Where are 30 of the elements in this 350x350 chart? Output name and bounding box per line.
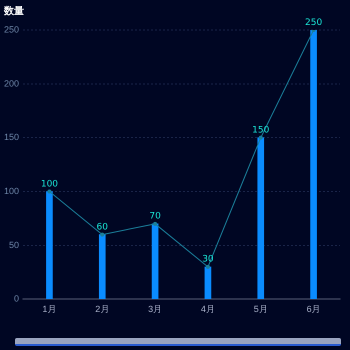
- data-label: 100: [40, 179, 58, 190]
- bar: [46, 191, 53, 300]
- point: [258, 136, 263, 140]
- x-tick-label: 4月: [200, 304, 215, 314]
- point: [47, 190, 52, 194]
- data-label: 30: [202, 254, 214, 265]
- y-axis-title: 数量: [4, 4, 24, 18]
- data-label: 150: [252, 126, 270, 136]
- point: [153, 222, 158, 226]
- point: [100, 232, 104, 237]
- point: [206, 264, 210, 269]
- bar: [204, 266, 212, 300]
- bar: [98, 234, 106, 300]
- x-tick-label: 1月: [42, 304, 56, 314]
- data-label: 70: [149, 212, 162, 222]
- bar: [310, 30, 317, 300]
- x-tick-label: 5月: [254, 304, 268, 314]
- y-tick-label: 250: [4, 24, 20, 34]
- x-tick-label: 3月: [148, 304, 162, 314]
- x-tick-label: 6月: [306, 304, 321, 314]
- data-label: 250: [304, 18, 322, 28]
- y-tick-label: 0: [14, 294, 20, 304]
- bar: [257, 137, 264, 300]
- data-label: 60: [96, 222, 108, 232]
- y-tick-label: 200: [4, 78, 20, 88]
- x-tick-label: 2月: [95, 304, 110, 314]
- y-tick-label: 100: [4, 186, 20, 196]
- bar: [152, 223, 158, 300]
- y-tick-label: 150: [4, 132, 20, 142]
- y-tick-label: 50: [9, 240, 20, 250]
